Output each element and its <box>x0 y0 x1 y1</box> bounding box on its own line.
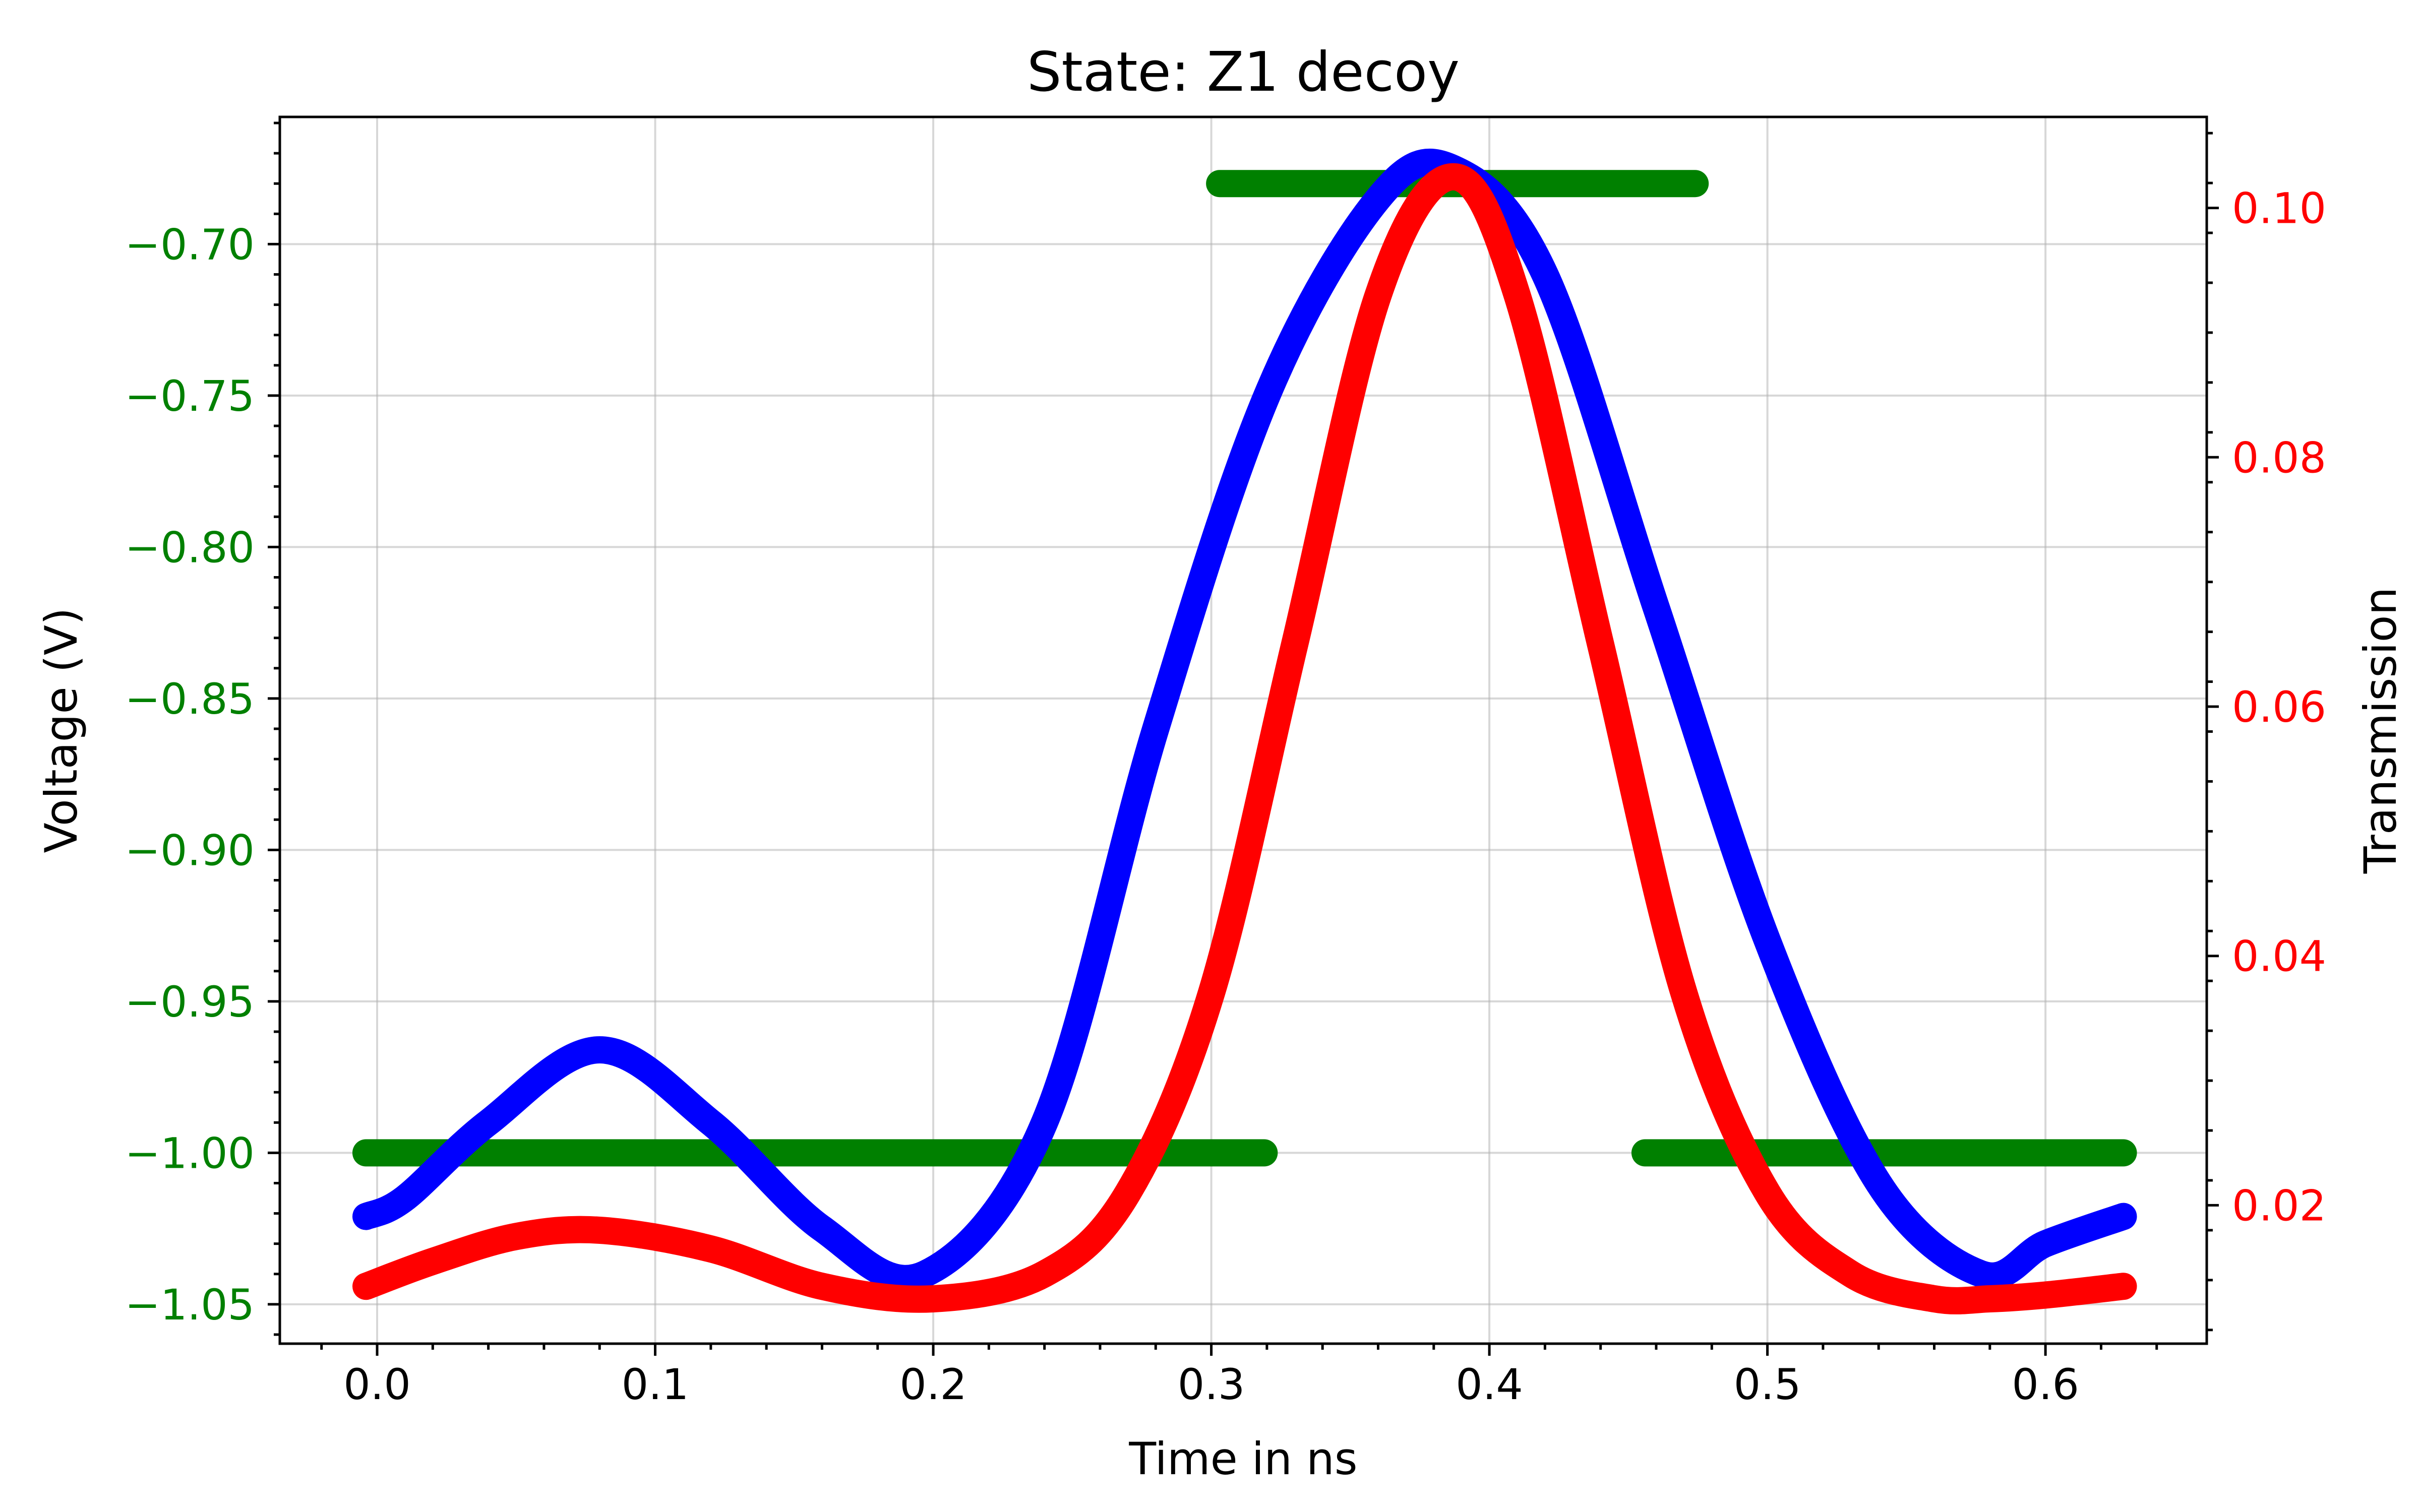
y-right-axis-label: Transmission <box>2354 587 2406 874</box>
grid-lines <box>280 117 2207 1344</box>
x-tick-label: 0.4 <box>1456 1360 1523 1409</box>
tick-labels: 0.0 0.1 0.2 0.3 0.4 0.5 0.6 −1.05 −1.00 −0.95 −0.9… <box>125 184 2326 1409</box>
y-left-tick-label: −0.80 <box>125 523 255 572</box>
x-tick-label: 0.5 <box>1734 1360 1801 1409</box>
y-left-tick-label: −0.70 <box>125 220 255 269</box>
y-left-axis-label: Voltage (V) <box>35 608 87 853</box>
x-tick-label: 0.3 <box>1178 1360 1245 1409</box>
y-left-tick-label: −1.00 <box>125 1128 255 1178</box>
series-layer <box>352 148 2137 1314</box>
x-tick-label: 0.6 <box>2012 1360 2079 1409</box>
y-left-tick-label: −0.90 <box>125 826 255 875</box>
chart-title: State: Z1 decoy <box>1027 41 1460 104</box>
x-tick-label: 0.2 <box>899 1360 967 1409</box>
x-axis-label: Time in ns <box>1128 1433 1357 1485</box>
y-right-tick-label: 0.10 <box>2232 184 2326 233</box>
y-left-tick-label: −1.05 <box>125 1280 255 1330</box>
y-right-tick-label: 0.04 <box>2232 932 2326 981</box>
y-left-tick-label: −0.85 <box>125 674 255 724</box>
transmission-series-line <box>352 163 2137 1314</box>
y-right-tick-label: 0.02 <box>2232 1181 2326 1230</box>
y-left-tick-label: −0.75 <box>125 371 255 421</box>
y-right-tick-label: 0.08 <box>2232 433 2326 482</box>
y-right-tick-label: 0.06 <box>2232 682 2326 732</box>
x-tick-label: 0.0 <box>343 1360 411 1409</box>
y-left-tick-label: −0.95 <box>125 977 255 1027</box>
x-tick-label: 0.1 <box>622 1360 689 1409</box>
waveform-series-line <box>352 148 2137 1292</box>
axis-ticks <box>268 121 2219 1356</box>
